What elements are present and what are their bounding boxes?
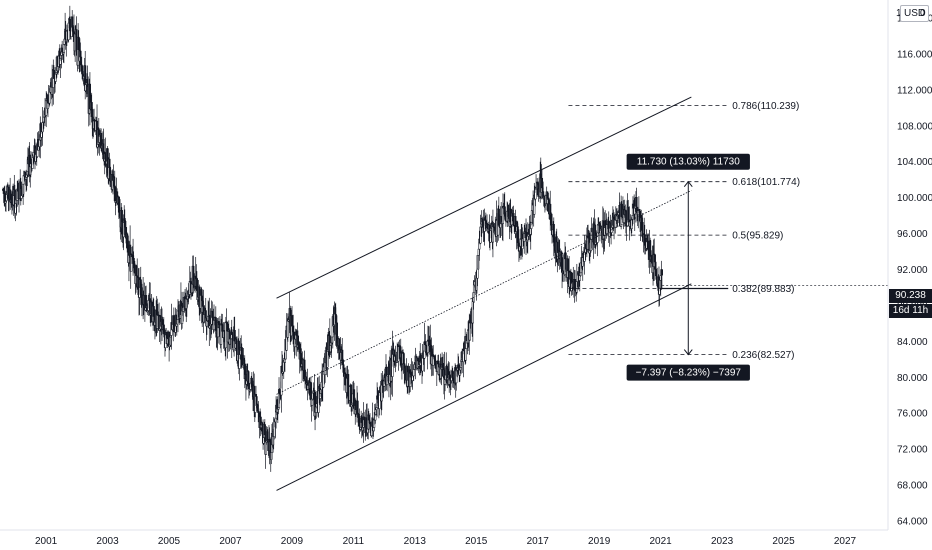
measure-down-label: −7.397 (−8.23%) −7397 xyxy=(636,368,742,379)
y-tick-label: 80.000 xyxy=(897,373,928,384)
candle-body xyxy=(464,348,467,361)
fib-level-label: 0.5(95.829) xyxy=(732,231,783,242)
y-tick-label: 96.000 xyxy=(897,229,928,240)
x-tick-label: 2001 xyxy=(35,536,58,547)
currency-right-mark: 0 xyxy=(920,8,926,19)
measure-up-label-box xyxy=(626,153,750,170)
y-tick-label: 68.000 xyxy=(897,481,928,492)
candle-body xyxy=(48,91,51,104)
measure-down-label-box xyxy=(626,364,750,381)
candle-body xyxy=(476,268,479,279)
candle-body xyxy=(660,269,663,276)
candle-body xyxy=(356,400,359,414)
fibonacci-levels[interactable]: 0.786(110.239) 0.618(101.774) 0.5(95.829) 0… xyxy=(568,101,800,361)
x-tick-label: 2015 xyxy=(465,536,488,547)
x-tick-label: 2009 xyxy=(281,536,304,547)
drawings-layer[interactable]: 11.730 (13.03%) 11730 −7.397 (−8.23%) −73… xyxy=(276,96,888,491)
x-tick-label: 2023 xyxy=(711,536,734,547)
candle-body xyxy=(71,16,74,28)
y-tick-label: 108.000 xyxy=(897,121,932,132)
currency-left-mark: 1 xyxy=(896,8,902,19)
candle-body xyxy=(61,47,64,53)
channel-upper-line xyxy=(276,96,692,299)
y-tick-label: 92.000 xyxy=(897,265,928,276)
x-tick-label: 2025 xyxy=(772,536,795,547)
x-tick-label: 2007 xyxy=(219,536,242,547)
y-tick-label: 112.000 xyxy=(897,85,932,96)
candlestick-series xyxy=(2,5,663,472)
measure-up-label: 11.730 (13.03%) 11730 xyxy=(637,157,740,168)
candle-body xyxy=(292,325,295,333)
currency-label[interactable]: USD xyxy=(900,5,930,22)
y-tick-label: 116.000 xyxy=(897,49,932,60)
candle-body xyxy=(596,232,599,243)
x-tick-label: 2011 xyxy=(343,536,365,547)
candle-body xyxy=(614,219,617,228)
fib-level-label: 0.786(110.239) xyxy=(732,101,799,112)
fib-level-label: 0.236(82.527) xyxy=(732,350,794,361)
candle-body xyxy=(638,209,641,214)
y-tick-label: 72.000 xyxy=(897,445,928,456)
x-tick-label: 2003 xyxy=(96,536,119,547)
candle-body xyxy=(481,218,484,223)
x-tick-label: 2013 xyxy=(404,536,427,547)
x-tick-label: 2021 xyxy=(649,536,672,547)
x-tick-label: 2005 xyxy=(158,536,181,547)
x-tick-label: 2027 xyxy=(834,536,857,547)
candle-body xyxy=(204,310,207,319)
y-tick-label: 76.000 xyxy=(897,409,928,420)
candle-body xyxy=(412,369,415,377)
y-tick-label: 104.000 xyxy=(897,157,932,168)
candle-body xyxy=(286,320,289,338)
channel-lower-line xyxy=(276,283,692,491)
candle-body xyxy=(540,177,544,189)
last-price-tag: 90.238 xyxy=(889,289,932,303)
y-tick-label: 100.000 xyxy=(897,193,932,204)
candle-body xyxy=(599,230,602,234)
x-tick-label: 2019 xyxy=(588,536,611,547)
countdown-tag: 16d 11h xyxy=(889,304,932,318)
y-tick-label: 64.000 xyxy=(897,517,928,528)
candle-body xyxy=(165,332,168,336)
x-tick-label: 2017 xyxy=(527,536,550,547)
fib-level-label: 0.618(101.774) xyxy=(732,177,800,188)
fib-level-label: 0.382(89.883) xyxy=(732,284,794,295)
candle-body xyxy=(566,258,570,272)
channel-mid-line xyxy=(276,190,692,395)
y-tick-label: 84.000 xyxy=(897,337,928,348)
candle-body xyxy=(549,203,552,215)
candle-body xyxy=(62,44,65,53)
